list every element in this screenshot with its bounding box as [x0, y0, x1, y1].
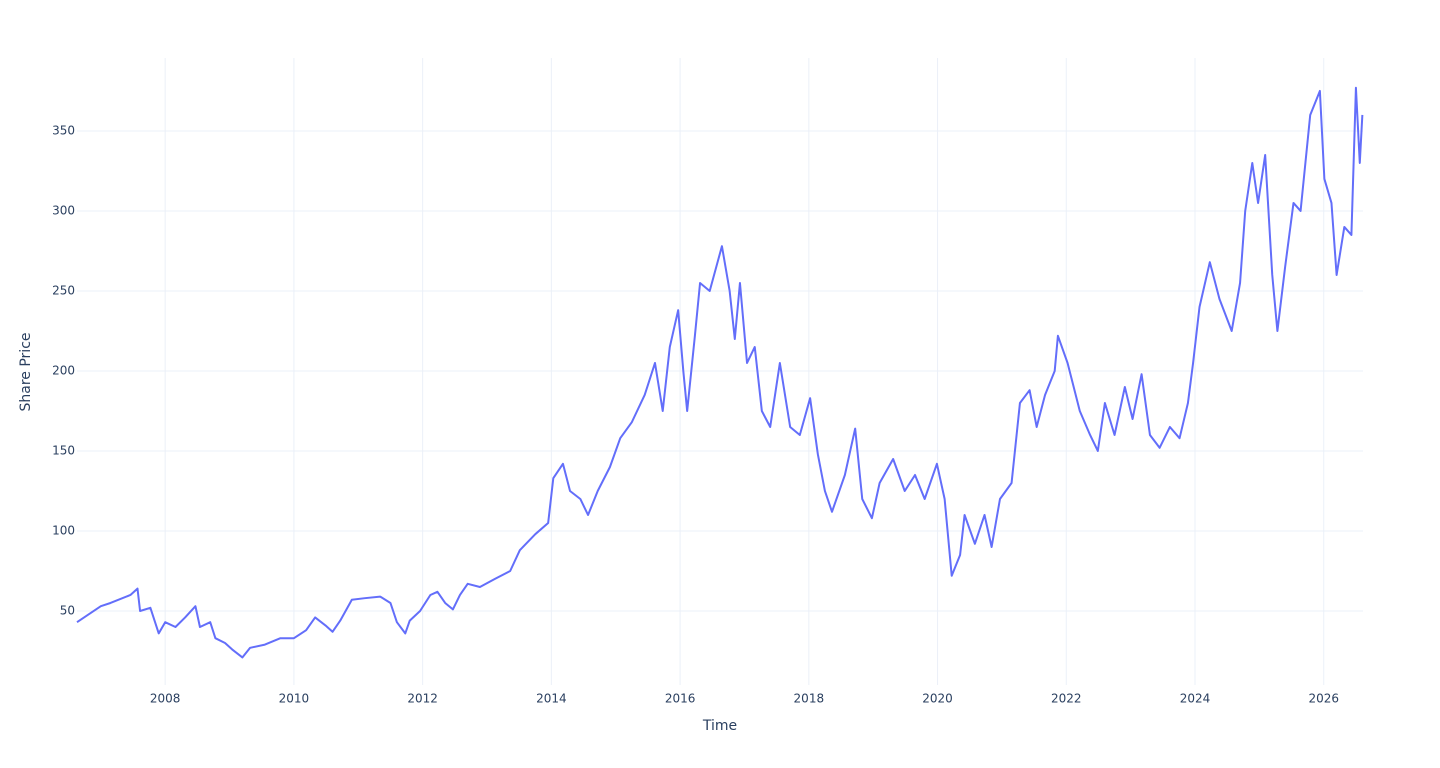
x-tick-label: 2022 [1051, 692, 1082, 706]
x-axis-title: Time [702, 718, 737, 734]
y-tick-label: 200 [52, 363, 75, 377]
x-tick-label: 2016 [665, 692, 696, 706]
x-tick-label: 2018 [794, 692, 825, 706]
x-tick-label: 2010 [279, 692, 310, 706]
x-tick-label: 2024 [1180, 692, 1211, 706]
x-tick-label: 2012 [407, 692, 438, 706]
y-tick-label: 250 [52, 283, 75, 297]
y-tick-label: 100 [52, 523, 75, 537]
x-tick-label: 2014 [536, 692, 567, 706]
y-tick-label: 300 [52, 203, 75, 217]
x-tick-label: 2008 [150, 692, 181, 706]
y-tick-label: 350 [52, 123, 75, 137]
line-series [76, 86, 1364, 659]
y-tick-label: 150 [52, 443, 75, 457]
x-tick-label: 2026 [1308, 692, 1339, 706]
y-axis-title: Share Price [18, 332, 34, 411]
y-tick-label: 50 [60, 603, 75, 617]
x-tick-label: 2020 [922, 692, 953, 706]
